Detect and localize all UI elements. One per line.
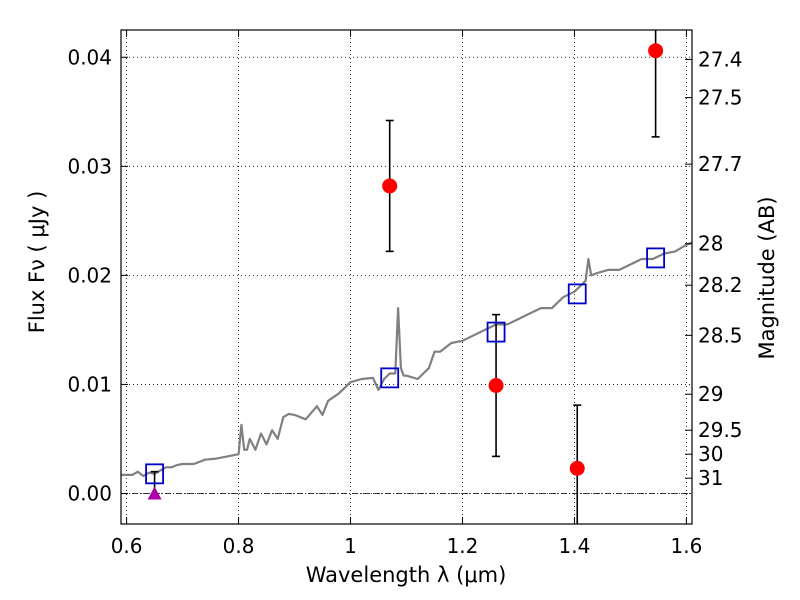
magnitude-tick-label: 28.5 [698,323,743,347]
observed-flux-point [569,460,585,476]
plot-frame [120,29,693,525]
plot-marks [121,30,693,524]
y-tick-label: 0.02 [67,263,112,287]
x-tick-label: 1 [344,534,357,558]
x-tick-label: 1.2 [447,534,479,558]
y-tick-label: 0.00 [67,481,112,505]
magnitude-tick-label: 30 [698,442,723,466]
magnitude-tick-label: 27.7 [698,152,743,176]
y-axis-flux: 0.00 0.01 0.02 0.03 0.04 [67,45,128,505]
model-photometry-square [486,321,506,343]
magnitude-tick-label: 31 [698,466,723,490]
observed-flux-point [382,178,398,194]
y-tick-label: 0.03 [67,154,112,178]
observed-flux-point [648,43,664,59]
model-photometry-square [646,247,666,269]
observed-flux-point [488,378,504,394]
magnitude-tick-label: 29.5 [698,418,743,442]
x-axis-title: Wavelength λ (μm) [306,563,507,587]
y-tick-label: 0.04 [67,45,112,69]
magnitude-tick-label: 28.2 [698,273,743,297]
x-tick-label: 0.6 [111,534,143,558]
upper-limit-triangle [147,486,162,500]
x-tick-label: 1.6 [670,534,702,558]
y2-axis-title: Magnitude (AB) [755,196,779,359]
y-axis-title: Flux Fν ( μJy ) [25,191,49,334]
model-photometry-square [145,463,164,485]
y-tick-label: 0.01 [67,372,112,396]
model-photometry-square [567,283,587,305]
magnitude-tick-label: 27.4 [698,47,743,71]
magnitude-tick-label: 28 [698,232,723,256]
model-photometry-square [380,367,400,389]
x-axis: 0.6 0.8 1 1.2 1.4 1.6 [111,30,702,558]
x-tick-label: 0.8 [223,534,255,558]
magnitude-tick-label: 27.5 [698,86,743,110]
x-tick-label: 1.4 [559,534,591,558]
magnitude-tick-label: 29 [698,382,723,406]
